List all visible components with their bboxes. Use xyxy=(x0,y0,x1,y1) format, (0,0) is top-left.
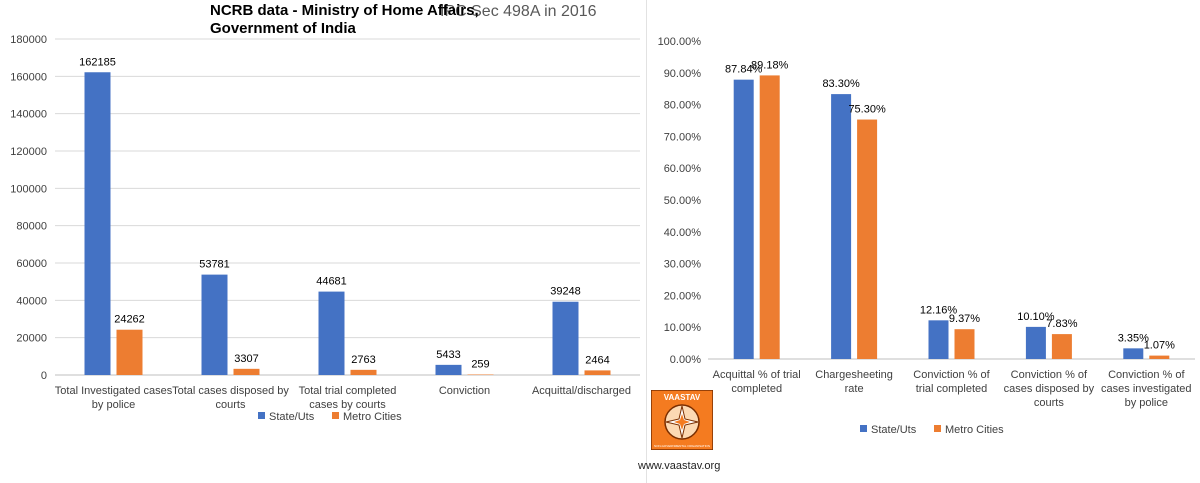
right-data-label: 75.30% xyxy=(848,104,886,116)
right-bar-state xyxy=(831,94,852,359)
right-data-label: 12.16% xyxy=(920,304,958,316)
right-bar-state xyxy=(928,320,949,359)
right-ytick-label: 30.00% xyxy=(664,259,702,271)
right-category-label: Acquittal % of trial xyxy=(713,369,801,381)
left-legend-label: State/Uts xyxy=(269,411,315,423)
right-data-label: 1.07% xyxy=(1144,340,1175,352)
left-bar-state xyxy=(552,301,579,375)
right-bar-metro xyxy=(759,75,780,360)
right-category-label: cases disposed by xyxy=(1004,383,1095,395)
right-bar-metro xyxy=(1149,355,1170,359)
left-bar-state xyxy=(84,72,111,375)
right-data-label: 10.10% xyxy=(1017,311,1055,323)
right-data-label: 9.37% xyxy=(949,313,980,325)
right-category-label: Conviction % of xyxy=(1011,369,1088,381)
right-ytick-label: 50.00% xyxy=(664,195,702,207)
left-category-label: Total cases disposed by xyxy=(172,385,289,397)
left-ytick-label: 180000 xyxy=(10,34,47,46)
left-category-label: Total trial completed xyxy=(299,385,397,397)
right-title-line-2: Government of India xyxy=(210,20,356,37)
left-category-label: Conviction xyxy=(439,385,490,397)
right-ytick-label: 90.00% xyxy=(664,68,702,80)
right-legend-label: Metro Cities xyxy=(945,424,1004,436)
left-chart-title: IPC Sec 498A in 2016 xyxy=(440,3,597,20)
left-data-label: 5433 xyxy=(436,349,460,361)
left-data-label: 3307 xyxy=(234,353,258,365)
right-category-label: courts xyxy=(1034,397,1064,409)
left-bar-state xyxy=(318,291,345,375)
right-chart-title: NCRB data - Ministry of Home Affairs, Go… xyxy=(210,2,479,38)
right-legend-label: State/Uts xyxy=(871,424,917,436)
left-bar-state xyxy=(201,274,228,375)
left-legend-swatch xyxy=(332,412,339,419)
right-bar-state xyxy=(1025,326,1046,359)
left-data-label: 53781 xyxy=(199,259,230,271)
left-data-label: 259 xyxy=(471,359,489,371)
right-ytick-label: 70.00% xyxy=(664,131,702,143)
right-data-label: 87.84% xyxy=(725,64,763,76)
right-category-label: Conviction % of xyxy=(913,369,990,381)
right-data-label: 89.18% xyxy=(751,59,789,71)
left-bar-metro xyxy=(584,370,611,375)
left-ytick-label: 0 xyxy=(41,370,47,382)
right-ytick-label: 60.00% xyxy=(664,163,702,175)
left-legend-label: Metro Cities xyxy=(343,411,402,423)
left-data-label: 162185 xyxy=(79,56,116,68)
left-data-label: 44681 xyxy=(316,276,347,288)
left-category-label: courts xyxy=(216,399,246,411)
left-ytick-label: 40000 xyxy=(16,295,47,307)
panel-divider xyxy=(646,0,647,483)
right-ytick-label: 0.00% xyxy=(670,354,701,366)
right-data-label: 83.30% xyxy=(822,78,860,90)
right-title-line-1: NCRB data - Ministry of Home Affairs, xyxy=(210,2,479,19)
right-bar-metro xyxy=(857,119,878,360)
website-link[interactable]: www.vaastav.org xyxy=(638,460,721,472)
left-bar-state xyxy=(435,364,462,375)
left-legend-swatch xyxy=(258,412,265,419)
right-ytick-label: 10.00% xyxy=(664,322,702,334)
left-bar-chart: 0 20000 40000 60000 80000 100000 120000 140000 1… xyxy=(10,34,640,423)
right-category-label: rate xyxy=(845,383,864,395)
right-bar-metro xyxy=(954,329,975,359)
vaastav-logo: VAASTAV NON-GOVERNMENTAL ORGANISATION xyxy=(650,389,714,451)
left-ytick-label: 60000 xyxy=(16,258,47,270)
right-legend-swatch xyxy=(934,425,941,432)
right-ytick-label: 100.00% xyxy=(658,36,702,48)
right-ytick-label: 40.00% xyxy=(664,227,702,239)
left-ytick-label: 20000 xyxy=(16,333,47,345)
left-bar-metro xyxy=(233,368,260,375)
right-category-label: Chargesheeting xyxy=(815,369,893,381)
right-ytick-label: 80.00% xyxy=(664,100,702,112)
left-ytick-label: 100000 xyxy=(10,183,47,195)
right-legend-swatch xyxy=(860,425,867,432)
left-data-label: 2464 xyxy=(585,354,609,366)
left-bar-metro xyxy=(350,369,377,375)
right-category-label: Conviction % of xyxy=(1108,369,1185,381)
right-category-label: trial completed xyxy=(916,383,988,395)
left-category-label: by police xyxy=(92,399,135,411)
left-category-label: cases by courts xyxy=(309,399,386,411)
right-bar-state xyxy=(1123,348,1144,359)
left-category-label: Total Investigated cases xyxy=(55,385,173,397)
left-data-label: 24262 xyxy=(114,314,145,326)
right-category-label: completed xyxy=(731,383,782,395)
right-bar-state xyxy=(733,79,754,360)
right-data-label: 3.35% xyxy=(1118,332,1149,344)
right-category-label: cases investigated xyxy=(1101,383,1192,395)
left-ytick-label: 160000 xyxy=(10,71,47,83)
logo-name: VAASTAV xyxy=(664,393,701,402)
left-ytick-label: 80000 xyxy=(16,221,47,233)
right-category-label: by police xyxy=(1125,397,1168,409)
left-ytick-label: 140000 xyxy=(10,109,47,121)
right-bar-chart: 0.00% 10.00% 20.00% 30.00% 40.00% 50.00% 60.00… xyxy=(658,36,1195,436)
left-category-label: Acquittal/discharged xyxy=(532,385,631,397)
logo-tagline: NON-GOVERNMENTAL ORGANISATION xyxy=(654,444,710,448)
left-bar-metro xyxy=(116,329,143,375)
left-data-label: 2763 xyxy=(351,354,375,366)
left-data-label: 39248 xyxy=(550,286,581,298)
right-bar-metro xyxy=(1051,334,1072,359)
right-data-label: 7.83% xyxy=(1046,318,1077,330)
left-ytick-label: 120000 xyxy=(10,146,47,158)
right-ytick-label: 20.00% xyxy=(664,290,702,302)
